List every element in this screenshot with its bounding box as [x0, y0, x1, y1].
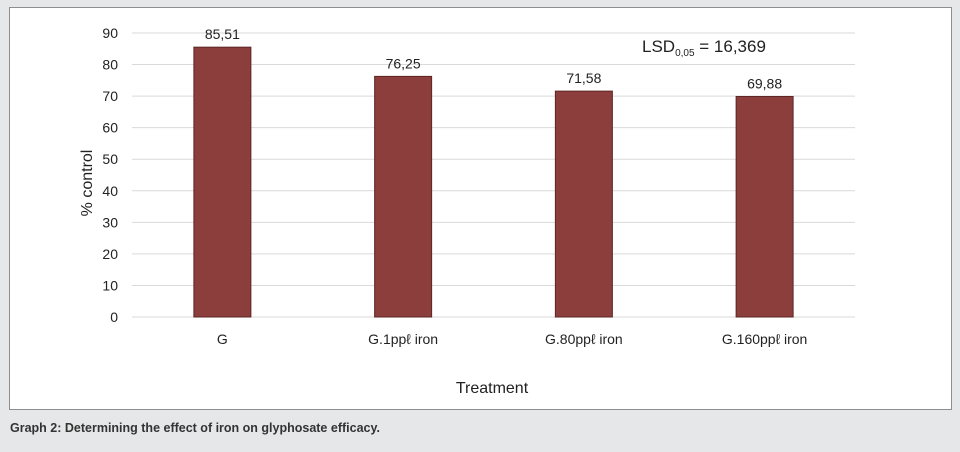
x-tick-label: G.1ppℓ iron	[368, 331, 438, 347]
y-tick-label: 50	[102, 151, 118, 167]
lsd-annotation: LSD0,05 = 16,369	[642, 37, 766, 59]
grid-lines	[132, 32, 855, 318]
chart-frame: 0 10 20 30 40 50 60 70 80 90 85,51 76,25 71,58 69,88…	[9, 7, 952, 410]
y-tick-label: 90	[102, 25, 118, 41]
data-label: 85,51	[205, 26, 240, 42]
x-tick-label: G	[217, 331, 228, 347]
bar	[193, 46, 252, 318]
bars	[193, 46, 794, 318]
y-axis-ticks: 0 10 20 30 40 50 60 70 80 90	[102, 25, 118, 325]
x-tick-label: G.160ppℓ iron	[722, 331, 807, 347]
y-tick-label: 20	[102, 246, 118, 262]
bar	[554, 90, 613, 318]
bar	[374, 75, 433, 318]
y-tick-label: 60	[102, 120, 118, 136]
x-axis-label: Treatment	[456, 380, 529, 397]
y-tick-label: 0	[110, 309, 118, 325]
lsd-main: LSD	[642, 37, 675, 56]
y-tick-label: 80	[102, 57, 118, 73]
x-tick-label: G.80ppℓ iron	[545, 331, 623, 347]
x-axis-ticks: G G.1ppℓ iron G.80ppℓ iron G.160ppℓ iron	[217, 331, 807, 347]
y-tick-label: 30	[102, 214, 118, 230]
y-axis-label: % control	[79, 150, 96, 217]
data-labels: 85,51 76,25 71,58 69,88	[205, 26, 782, 91]
bar-chart: 0 10 20 30 40 50 60 70 80 90 85,51 76,25 71,58 69,88…	[79, 25, 855, 397]
bar	[735, 95, 794, 318]
figure-caption: Graph 2: Determining the effect of iron …	[10, 421, 380, 435]
lsd-subscript: 0,05	[675, 48, 695, 59]
data-label: 76,25	[386, 55, 421, 71]
data-label: 71,58	[566, 70, 601, 86]
y-tick-label: 10	[102, 277, 118, 293]
data-label: 69,88	[747, 75, 782, 91]
y-tick-label: 40	[102, 183, 118, 199]
y-tick-label: 70	[102, 88, 118, 104]
lsd-suffix: = 16,369	[695, 37, 766, 56]
